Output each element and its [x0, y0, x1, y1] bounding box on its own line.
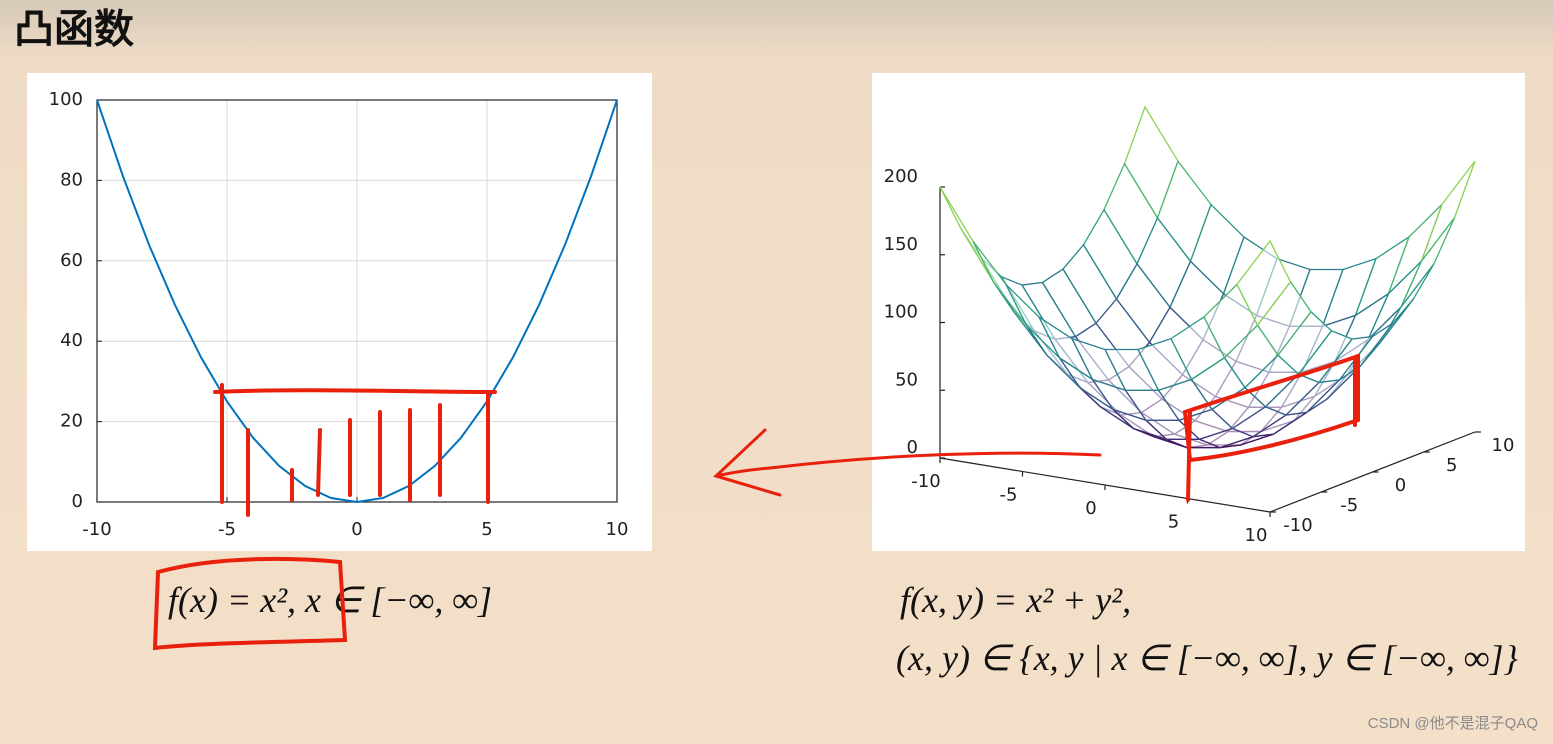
y-tick-label: -10	[1283, 515, 1312, 536]
x-tick-label: 10	[1245, 525, 1268, 546]
x-tick-label: 0	[351, 519, 362, 540]
slide-title: 凸函数	[14, 8, 134, 52]
x-tick-label: -5	[1000, 485, 1018, 506]
y-tick-label: 10	[1492, 435, 1515, 456]
formula: f(x) = x², x ∈ [−∞, ∞]	[168, 580, 492, 620]
annotation-marks	[213, 383, 497, 517]
y-tick-label: 0	[1395, 475, 1406, 496]
y-tick-label: 0	[72, 491, 83, 512]
x-tick-label: 0	[1085, 498, 1096, 519]
x-tick-label: -10	[911, 471, 940, 492]
x-tick-label: 5	[1168, 512, 1179, 533]
z-tick-label: 200	[884, 166, 918, 187]
annotation-marks	[1182, 353, 1360, 502]
formula: (x, y) ∈ {x, y | x ∈ [−∞, ∞], y ∈ [−∞, ∞…	[896, 638, 1519, 678]
x-tick-label: -10	[82, 519, 111, 540]
y-tick-label: 5	[1446, 455, 1457, 476]
surface-patch	[1236, 239, 1292, 327]
y-tick-label: 40	[60, 330, 83, 351]
annotation-box	[152, 556, 348, 651]
y-tick-label: 20	[60, 411, 83, 432]
z-tick-label: 0	[907, 437, 918, 458]
y-tick-label: -5	[1340, 495, 1358, 516]
formula: f(x, y) = x² + y²,	[900, 580, 1131, 620]
annotations	[152, 353, 1360, 651]
z-tick-label: 100	[884, 302, 918, 323]
y-tick-label: 60	[60, 250, 83, 271]
z-tick-label: 50	[895, 369, 918, 390]
x-tick-label: -5	[218, 519, 236, 540]
curve	[96, 99, 618, 504]
z-tick-label: 150	[884, 234, 918, 255]
annotation-arrow	[713, 428, 1102, 497]
plot-panel	[27, 73, 652, 551]
x-tick-label: 10	[606, 519, 629, 540]
watermark: CSDN @他不是混子QAQ	[1368, 715, 1538, 732]
x-tick-label: 5	[481, 519, 492, 540]
y-tick-label: 80	[60, 169, 83, 190]
y-tick-label: 100	[49, 89, 83, 110]
